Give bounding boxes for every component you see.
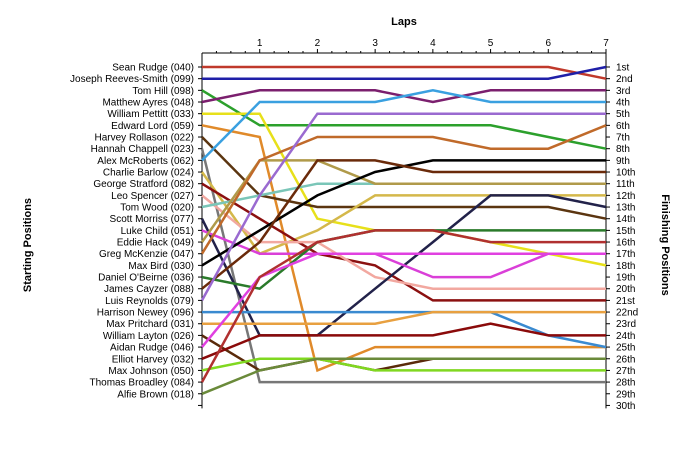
starting-position-label: Aidan Rudge (046)	[110, 343, 194, 354]
starting-position-label: Sean Rudge (040)	[112, 63, 194, 74]
starting-position-label: Tom Wood (020)	[120, 203, 194, 214]
starting-position-label: Edward Lord (059)	[111, 121, 194, 132]
series-line-23	[202, 310, 606, 325]
finishing-position-label: 3rd	[616, 86, 630, 97]
starting-position-label: Max Pritchard (031)	[106, 319, 194, 330]
finishing-position-label: 18th	[616, 261, 635, 272]
finishing-position-label: 7th	[616, 133, 630, 144]
series-line-22	[202, 310, 607, 349]
series-line-18	[201, 159, 606, 267]
starting-position-label: Matthew Ayres (048)	[102, 98, 194, 109]
finishing-position-label: 17th	[616, 249, 635, 260]
finishing-position-label: 6th	[616, 121, 630, 132]
finishing-position-label: 9th	[616, 156, 630, 167]
starting-position-label: William Layton (026)	[103, 331, 194, 342]
starting-position-labels: Sean Rudge (040)Joseph Reeves-Smith (099…	[70, 63, 194, 401]
series-line-29	[201, 357, 606, 395]
series-line-27	[201, 357, 606, 372]
finishing-position-label: 26th	[616, 354, 635, 365]
series-line-26	[201, 322, 606, 360]
finishing-position-label: 21st	[616, 296, 635, 307]
starting-position-label: Greg McKenzie (047)	[99, 249, 194, 260]
finishing-position-label: 10th	[616, 168, 635, 179]
lap-tick-label: 7	[603, 38, 609, 49]
series-line-20	[201, 159, 606, 290]
series-line-24	[201, 334, 606, 372]
finishing-position-label: 28th	[616, 378, 635, 389]
starting-position-label: Daniel O'Beirne (036)	[98, 273, 194, 284]
series-line-7	[201, 136, 607, 220]
lap-tick-labels: 1 2 3 4 5 6 7	[257, 38, 609, 49]
series-line-6	[201, 124, 606, 373]
lap-tick-label: 6	[546, 38, 552, 49]
starting-position-label: Max Johnson (050)	[108, 366, 194, 377]
starting-position-label: Luke Child (051)	[121, 226, 194, 237]
series-line-17	[200, 124, 607, 255]
series-line-16	[200, 159, 606, 243]
finishing-position-label: 5th	[616, 109, 630, 120]
finishing-position-label: 16th	[616, 238, 635, 249]
finishing-position-label: 8th	[616, 144, 630, 155]
series-line-12	[201, 194, 606, 290]
starting-position-label: Harvey Rollason (022)	[95, 133, 195, 144]
finishing-position-label: 4th	[616, 98, 630, 109]
finishing-position-labels: 1st2nd3rd4th5th6th7th8th9th10th11th12th1…	[616, 63, 638, 412]
starting-position-label: Tom Hill (098)	[132, 86, 194, 97]
finishing-position-label: 29th	[616, 389, 635, 400]
finishing-position-label: 2nd	[616, 74, 633, 85]
series-line-8	[200, 148, 606, 384]
finishing-position-label: 12th	[616, 191, 635, 202]
starting-position-label: Harrison Newey (096)	[97, 308, 194, 319]
starting-position-label: Alfie Brown (018)	[117, 389, 194, 400]
starting-position-label: Alex McRoberts (062)	[97, 156, 194, 167]
series-line-25	[201, 252, 606, 348]
starting-position-label: James Cayzer (088)	[104, 284, 194, 295]
top-axis-title: Laps	[391, 16, 417, 28]
finishing-position-label: 13th	[616, 203, 635, 214]
series-line-1	[202, 65, 607, 80]
starting-position-label: George Stratford (082)	[93, 179, 194, 190]
series-line-21	[200, 112, 606, 302]
finishing-position-label: 20th	[616, 284, 635, 295]
series-line-3	[201, 89, 607, 150]
finishing-position-label: 23rd	[616, 319, 636, 330]
starting-position-label: Charlie Barlow (024)	[103, 168, 194, 179]
starting-position-label: Luis Reynolds (079)	[105, 296, 194, 307]
lap-tick-label: 5	[488, 38, 494, 49]
series-line-9	[201, 89, 606, 162]
starting-position-label: Max Bird (030)	[128, 261, 194, 272]
starting-position-label: Scott Morriss (077)	[110, 214, 194, 225]
series-lines	[200, 65, 607, 395]
starting-position-label: Thomas Broadley (084)	[90, 378, 195, 389]
series-line-2	[202, 65, 607, 80]
finishing-position-label: 25th	[616, 343, 635, 354]
finishing-position-label: 24th	[616, 331, 635, 342]
finishing-position-label: 27th	[616, 366, 635, 377]
lap-tick-label: 1	[257, 38, 263, 49]
finishing-position-label: 19th	[616, 273, 635, 284]
starting-position-label: William Pettitt (033)	[107, 109, 194, 120]
starting-position-label: Hannah Chappell (023)	[91, 144, 194, 155]
lap-tick-label: 2	[315, 38, 321, 49]
left-axis-title: Starting Positions	[22, 198, 34, 292]
finishing-position-label: 30th	[616, 401, 635, 412]
series-line-28	[200, 229, 606, 383]
series-line-15	[201, 229, 606, 279]
finishing-position-label: 11th	[616, 179, 635, 190]
lap-tick-label: 4	[430, 38, 436, 49]
starting-position-label: Leo Spencer (027)	[111, 191, 194, 202]
right-axis-title: Finishing Positions	[659, 194, 671, 295]
finishing-position-label: 22nd	[616, 308, 638, 319]
starting-position-label: Eddie Hack (049)	[117, 238, 194, 249]
finishing-position-label: 1st	[616, 63, 630, 74]
starting-position-label: Joseph Reeves-Smith (099)	[70, 74, 194, 85]
lap-tick-label: 3	[372, 38, 378, 49]
finishing-position-label: 15th	[616, 226, 635, 237]
starting-position-label: Elliot Harvey (032)	[112, 354, 194, 365]
finishing-position-label: 14th	[616, 214, 635, 225]
